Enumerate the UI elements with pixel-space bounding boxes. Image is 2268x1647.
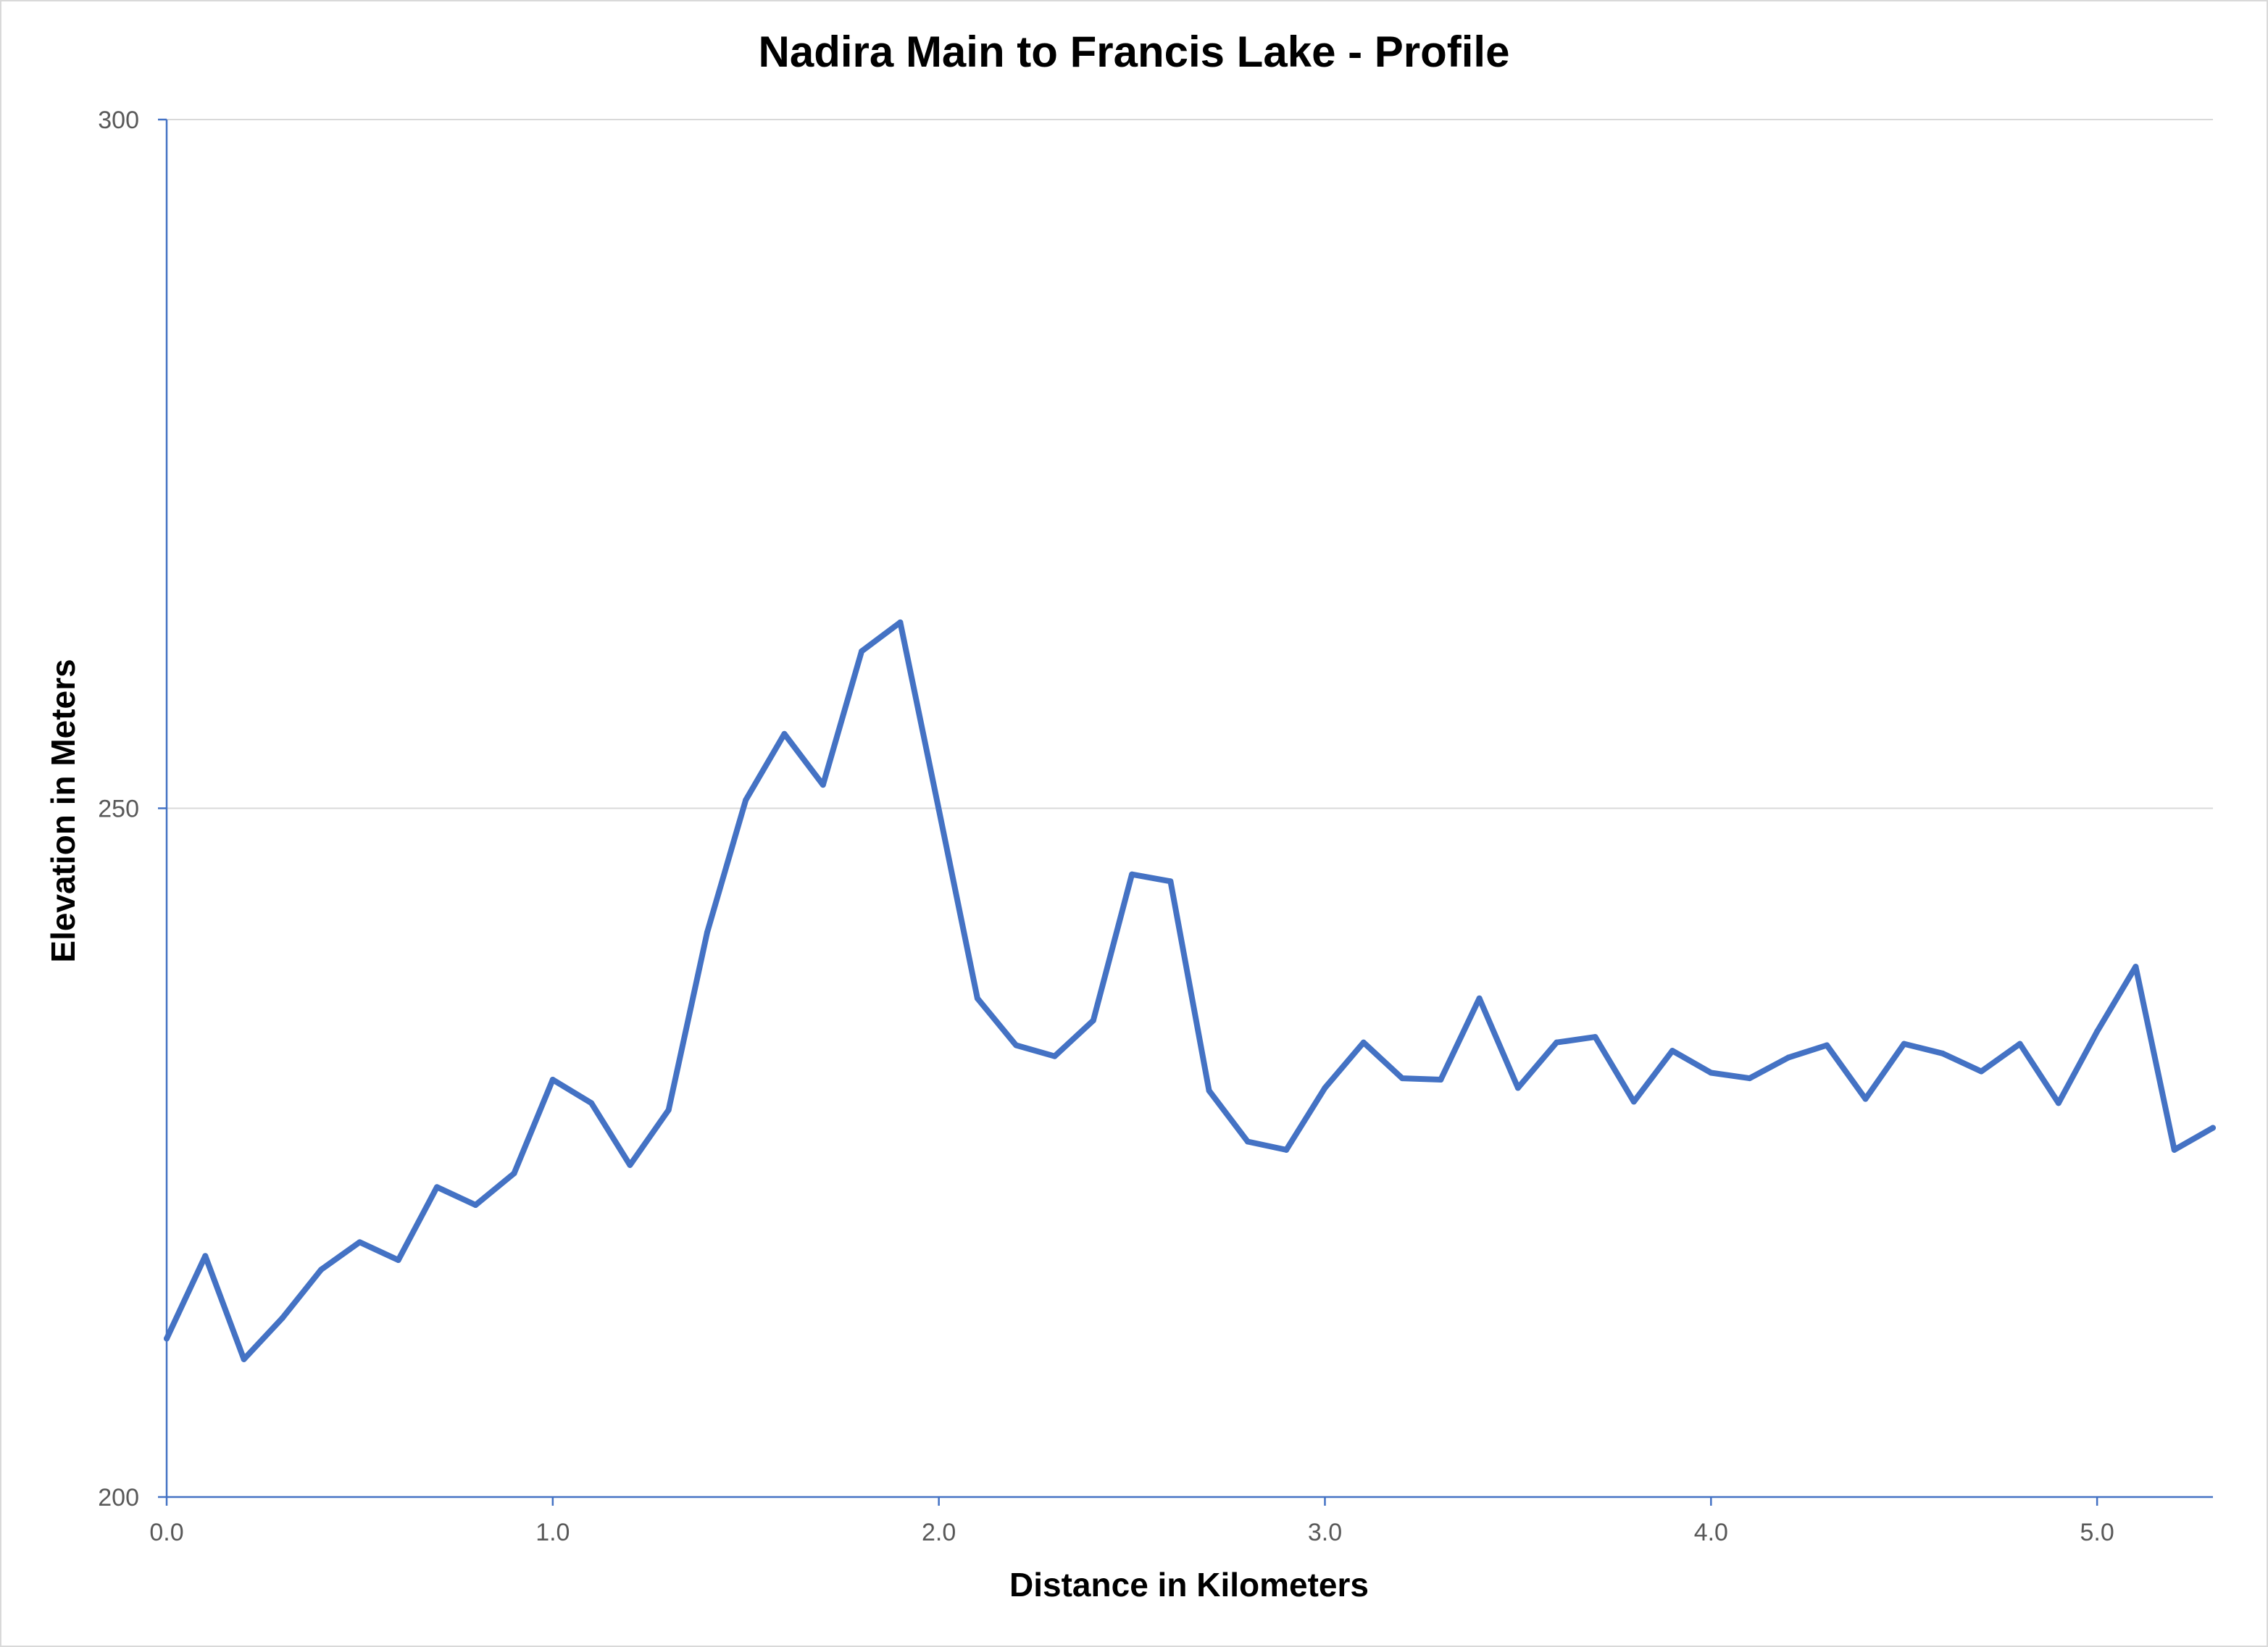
data-point xyxy=(2171,1146,2177,1153)
data-point xyxy=(1013,1042,1020,1048)
data-point xyxy=(1746,1075,1753,1082)
data-point xyxy=(1360,1039,1367,1046)
data-point xyxy=(1708,1069,1714,1076)
data-point xyxy=(1940,1050,1946,1056)
data-point xyxy=(2055,1100,2061,1106)
data-point xyxy=(2210,1125,2216,1131)
data-point xyxy=(472,1201,479,1208)
data-point xyxy=(1129,871,1135,877)
data-point xyxy=(279,1314,285,1321)
tick-labels: 200 250 300 0.0 1.0 2.0 3.0 4.0 5.0 xyxy=(98,107,2114,1546)
x-tick-label: 2.0 xyxy=(922,1519,956,1546)
data-point xyxy=(1283,1146,1290,1153)
data-point xyxy=(820,782,826,788)
data-point xyxy=(2017,1041,2023,1047)
data-point xyxy=(2094,1028,2101,1035)
series-layer xyxy=(164,619,2216,1362)
data-point xyxy=(241,1356,247,1362)
data-point xyxy=(1167,878,1174,885)
data-point xyxy=(704,929,710,935)
data-point xyxy=(1901,1041,1907,1047)
data-point xyxy=(318,1267,325,1273)
data-point xyxy=(974,995,980,1001)
data-point xyxy=(627,1162,633,1168)
data-point xyxy=(202,1253,209,1259)
y-axis-title: Elevation in Meters xyxy=(44,659,82,962)
y-tick-label: 300 xyxy=(98,107,139,134)
data-point xyxy=(1862,1096,1869,1102)
data-point xyxy=(2132,964,2139,970)
data-point xyxy=(164,1335,170,1342)
data-point xyxy=(1051,1053,1058,1059)
x-tick-label: 0.0 xyxy=(149,1519,183,1546)
y-tick-label: 250 xyxy=(98,796,139,823)
data-point xyxy=(549,1076,556,1083)
data-point xyxy=(1978,1068,1985,1075)
data-point xyxy=(781,730,788,737)
gridlines xyxy=(167,119,2213,809)
chart-title: Nadira Main to Francis Lake - Profile xyxy=(759,28,1510,76)
data-point xyxy=(395,1257,401,1264)
data-point xyxy=(897,619,904,625)
data-point xyxy=(1206,1088,1212,1094)
data-point xyxy=(433,1184,440,1191)
data-point xyxy=(859,648,865,654)
data-point xyxy=(1785,1054,1791,1061)
series-line xyxy=(164,619,2216,1362)
data-point xyxy=(1090,1017,1096,1024)
data-point xyxy=(1554,1039,1560,1046)
y-tick-label: 200 xyxy=(98,1484,139,1512)
data-point xyxy=(588,1100,595,1106)
data-point xyxy=(1322,1085,1328,1091)
data-point xyxy=(1476,995,1483,1001)
data-point xyxy=(1592,1034,1598,1041)
data-point xyxy=(1244,1138,1251,1145)
data-point xyxy=(1669,1048,1676,1054)
data-point xyxy=(743,797,749,804)
data-point xyxy=(511,1170,517,1177)
data-point xyxy=(1438,1076,1444,1083)
data-point xyxy=(935,806,942,813)
x-axis-title: Distance in Kilometers xyxy=(1009,1566,1369,1604)
data-point xyxy=(665,1106,672,1113)
data-point xyxy=(1514,1085,1521,1091)
x-tick-label: 3.0 xyxy=(1308,1519,1342,1546)
x-tick-label: 5.0 xyxy=(2080,1519,2114,1546)
axes xyxy=(158,118,2213,1506)
data-point xyxy=(1399,1075,1406,1082)
data-point xyxy=(357,1239,363,1246)
x-tick-label: 4.0 xyxy=(1694,1519,1728,1546)
data-point xyxy=(1630,1098,1637,1105)
data-point xyxy=(1824,1042,1830,1048)
x-tick-label: 1.0 xyxy=(535,1519,570,1546)
